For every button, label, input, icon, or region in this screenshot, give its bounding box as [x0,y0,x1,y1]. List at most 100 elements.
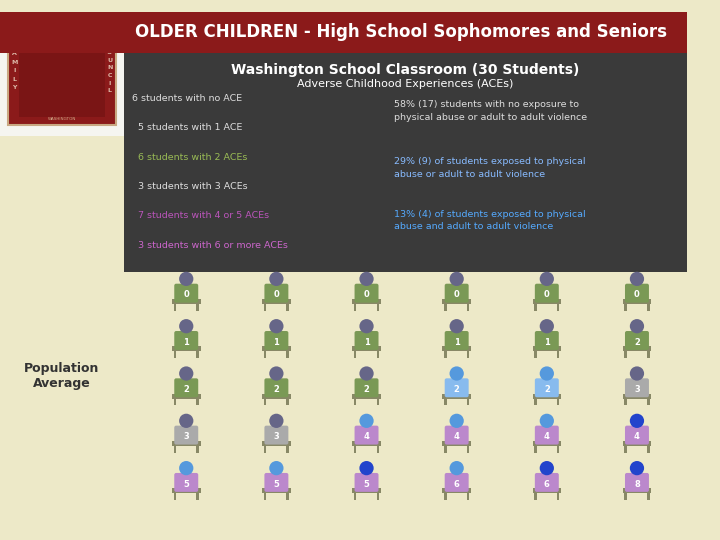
FancyBboxPatch shape [464,335,467,346]
FancyBboxPatch shape [627,429,630,441]
Text: · POLICY ·: · POLICY · [42,34,81,40]
Text: 2: 2 [364,385,369,394]
FancyBboxPatch shape [283,287,287,299]
FancyBboxPatch shape [442,488,471,494]
FancyBboxPatch shape [352,394,381,399]
FancyBboxPatch shape [446,335,450,346]
FancyBboxPatch shape [536,335,540,346]
FancyBboxPatch shape [446,382,450,394]
FancyBboxPatch shape [647,304,649,311]
Text: 6 students with 2 ACEs: 6 students with 2 ACEs [132,153,247,161]
Text: 4: 4 [454,433,459,441]
Text: F: F [12,42,17,48]
FancyBboxPatch shape [557,399,559,406]
FancyBboxPatch shape [197,304,199,311]
FancyBboxPatch shape [554,476,557,488]
Ellipse shape [269,461,284,475]
FancyBboxPatch shape [264,446,266,453]
FancyBboxPatch shape [197,399,199,406]
Ellipse shape [540,414,554,428]
FancyBboxPatch shape [467,399,469,406]
FancyBboxPatch shape [625,284,649,302]
FancyBboxPatch shape [197,446,199,453]
FancyBboxPatch shape [174,284,198,302]
FancyBboxPatch shape [625,331,649,350]
Text: I: I [13,68,16,73]
FancyBboxPatch shape [535,284,559,302]
Text: C: C [107,42,112,48]
Text: A: A [12,51,17,56]
FancyBboxPatch shape [264,399,266,406]
FancyBboxPatch shape [356,382,360,394]
FancyBboxPatch shape [373,429,377,441]
Text: O: O [107,50,112,55]
Ellipse shape [630,366,644,381]
FancyBboxPatch shape [647,494,649,500]
FancyBboxPatch shape [623,394,651,399]
FancyBboxPatch shape [172,394,200,399]
FancyBboxPatch shape [197,494,199,500]
FancyBboxPatch shape [174,352,176,358]
FancyBboxPatch shape [557,446,559,453]
FancyBboxPatch shape [172,441,200,446]
Ellipse shape [540,461,554,475]
Ellipse shape [179,319,194,333]
FancyBboxPatch shape [444,494,446,500]
FancyBboxPatch shape [287,446,289,453]
FancyBboxPatch shape [174,304,176,311]
FancyBboxPatch shape [623,488,651,494]
Ellipse shape [449,414,464,428]
FancyBboxPatch shape [534,494,536,500]
FancyBboxPatch shape [354,494,356,500]
Text: 3: 3 [274,433,279,441]
FancyBboxPatch shape [464,287,467,299]
FancyBboxPatch shape [356,476,360,488]
Ellipse shape [359,366,374,381]
FancyBboxPatch shape [647,446,649,453]
Text: U: U [107,58,112,63]
Text: 0: 0 [454,291,459,299]
FancyBboxPatch shape [352,299,381,304]
FancyBboxPatch shape [354,379,379,397]
Text: 13% (4) of students exposed to physical
abuse and adult to adult violence: 13% (4) of students exposed to physical … [394,210,586,232]
Ellipse shape [630,414,644,428]
FancyBboxPatch shape [627,287,630,299]
FancyBboxPatch shape [644,382,647,394]
FancyBboxPatch shape [533,346,561,352]
FancyBboxPatch shape [262,441,291,446]
Ellipse shape [179,414,194,428]
FancyBboxPatch shape [444,446,446,453]
Text: C: C [107,73,112,78]
FancyBboxPatch shape [464,429,467,441]
FancyBboxPatch shape [373,335,377,346]
Text: N: N [107,65,112,70]
Text: 0: 0 [184,291,189,299]
Text: 1: 1 [544,338,550,347]
FancyBboxPatch shape [554,335,557,346]
FancyBboxPatch shape [625,473,649,492]
FancyBboxPatch shape [174,331,198,350]
FancyBboxPatch shape [467,352,469,358]
Ellipse shape [269,272,284,286]
FancyBboxPatch shape [356,429,360,441]
Text: 1: 1 [274,338,279,347]
FancyBboxPatch shape [624,494,627,500]
Text: 2: 2 [184,385,189,394]
Text: Washington School Classroom (30 Students): Washington School Classroom (30 Students… [231,63,580,77]
Text: 5: 5 [364,480,369,489]
Text: L: L [108,88,112,93]
Text: 0: 0 [364,291,369,299]
FancyBboxPatch shape [534,399,536,406]
Ellipse shape [540,272,554,286]
FancyBboxPatch shape [193,287,197,299]
FancyBboxPatch shape [373,287,377,299]
FancyBboxPatch shape [193,335,197,346]
Ellipse shape [359,461,374,475]
FancyBboxPatch shape [266,287,270,299]
FancyBboxPatch shape [557,304,559,311]
Ellipse shape [630,272,644,286]
FancyBboxPatch shape [283,429,287,441]
FancyBboxPatch shape [644,335,647,346]
Ellipse shape [449,272,464,286]
FancyBboxPatch shape [193,382,197,394]
